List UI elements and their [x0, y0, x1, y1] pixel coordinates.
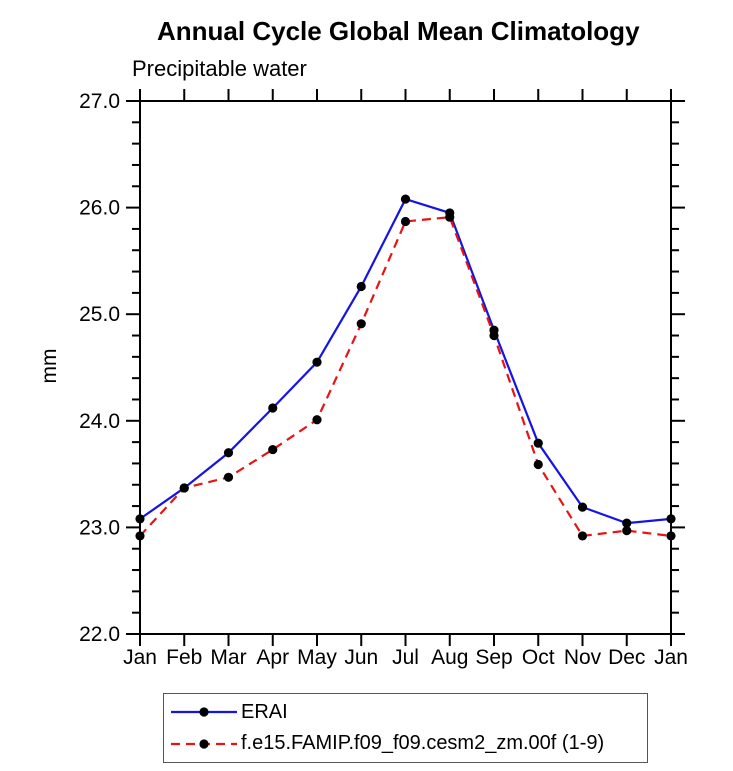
- data-point-marker: [489, 330, 499, 341]
- data-point-marker: [622, 518, 632, 528]
- marker-dot-icon: [199, 707, 209, 717]
- data-point-marker: [312, 415, 322, 425]
- x-tick-label: Aug: [431, 646, 468, 669]
- data-point-marker: [356, 281, 366, 292]
- data-point-marker: [135, 531, 145, 541]
- data-point-marker: [533, 459, 543, 470]
- legend-label-model: f.e15.FAMIP.f09_f09.cesm2_zm.00f (1-9): [241, 732, 605, 755]
- x-tick-label: Dec: [608, 646, 645, 669]
- legend-item-erai: ERAI: [170, 697, 647, 728]
- x-tick-label: Jan: [123, 646, 157, 669]
- x-tick-label: Nov: [564, 646, 602, 669]
- erai-line-swatch-icon: [171, 707, 237, 717]
- data-point-marker: [179, 483, 189, 493]
- data-point-marker: [533, 438, 543, 448]
- data-point-marker: [400, 216, 411, 227]
- data-point-marker: [666, 514, 676, 524]
- x-tick-label: Jan: [654, 646, 688, 669]
- data-point-marker: [400, 194, 411, 204]
- y-tick-label: 23.0: [79, 516, 120, 539]
- plot-area: 22.0 23.0 24.0 25.0 26.0 27.0 Jan Feb Mar Apr May J…: [79, 89, 688, 669]
- x-tick-label: Mar: [210, 646, 246, 669]
- x-tick-label: Jul: [392, 646, 419, 669]
- x-tick-label: Feb: [166, 646, 202, 669]
- y-tick-label: 27.0: [79, 90, 120, 113]
- model-line-swatch-icon: [171, 739, 237, 749]
- data-point-marker: [666, 531, 676, 541]
- chart-title: Annual Cycle Global Mean Climatology: [157, 16, 640, 46]
- x-tick-label: Apr: [256, 646, 289, 669]
- y-tick-label: 22.0: [79, 623, 120, 646]
- data-point-marker: [268, 403, 278, 413]
- legend-label-erai: ERAI: [241, 700, 288, 723]
- data-point-marker: [268, 444, 278, 455]
- series-line-1: [139, 216, 672, 538]
- marker-dot-icon: [199, 739, 209, 749]
- data-point-marker: [135, 514, 145, 524]
- y-tick-label: 26.0: [79, 197, 120, 220]
- data-point-marker: [223, 448, 234, 458]
- y-tick-label: 25.0: [79, 303, 120, 326]
- legend-item-model: f.e15.FAMIP.f09_f09.cesm2_zm.00f (1-9): [170, 729, 647, 760]
- x-tick-label: Sep: [475, 646, 512, 669]
- data-point-marker: [223, 472, 234, 482]
- legend: ERAI f.e15.FAMIP.f09_f09.cesm2_zm.00f (1…: [163, 693, 648, 763]
- data-point-marker: [356, 319, 366, 329]
- chart-subtitle: Precipitable water: [132, 56, 307, 81]
- plot-frame: [139, 100, 672, 635]
- x-tick-label: Oct: [522, 646, 555, 669]
- x-tick-label: May: [297, 646, 337, 669]
- y-tick-label: 24.0: [79, 410, 120, 433]
- data-point-marker: [312, 357, 322, 367]
- data-point-marker: [445, 212, 455, 222]
- data-point-marker: [622, 525, 632, 536]
- data-point-marker: [577, 531, 588, 541]
- series-line-0: [139, 197, 672, 525]
- data-point-marker: [577, 502, 588, 512]
- x-tick-label: Jun: [344, 646, 378, 669]
